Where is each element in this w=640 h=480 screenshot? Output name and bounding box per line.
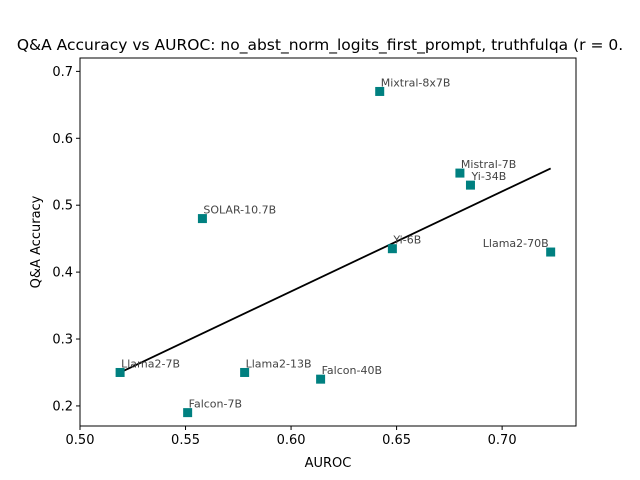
data-point-marker <box>546 247 556 257</box>
data-point-marker <box>197 214 207 224</box>
y-tick-label: 0.3 <box>52 333 73 348</box>
data-point-label: Yi-34B <box>470 170 506 183</box>
y-tick-label: 0.2 <box>52 399 73 414</box>
data-point-label: SOLAR-10.7B <box>203 204 276 217</box>
y-tick-label: 0.4 <box>52 266 73 281</box>
data-point-marker <box>240 367 250 377</box>
data-point-marker <box>375 86 385 96</box>
data-point-label: Llama2-7B <box>121 357 180 370</box>
data-point-marker <box>316 374 326 384</box>
y-axis-ticks: 0.2 0.3 0.4 0.5 0.6 0.7 <box>52 65 80 414</box>
chart-title: Q&A Accuracy vs AUROC: no_abst_norm_logi… <box>17 36 623 55</box>
data-point-label: Llama2-70B <box>483 237 549 250</box>
data-point-label: Mixtral-8x7B <box>381 76 451 89</box>
data-point-label: Falcon-7B <box>189 398 242 411</box>
y-axis-label: Q&A Accuracy <box>29 195 44 288</box>
x-tick-label: 0.65 <box>382 433 411 448</box>
trend-line <box>119 167 552 374</box>
data-point-label: Yi-6B <box>392 234 421 247</box>
x-tick-label: 0.60 <box>277 433 306 448</box>
x-tick-label: 0.50 <box>66 433 95 448</box>
data-point-label: Falcon-40B <box>322 364 382 377</box>
x-tick-label: 0.55 <box>171 433 200 448</box>
data-point-label: Llama2-13B <box>246 357 312 370</box>
x-axis-ticks: 0.50 0.55 0.60 0.65 0.70 <box>66 426 517 448</box>
data-point-marker <box>183 408 193 418</box>
data-point-marker <box>387 244 397 254</box>
data-point-label: Mistral-7B <box>461 158 516 171</box>
data-point-marker <box>455 168 465 178</box>
plot-area <box>79 57 577 427</box>
y-tick-label: 0.7 <box>52 65 73 80</box>
data-point-marker <box>465 180 475 190</box>
y-tick-label: 0.6 <box>52 132 73 147</box>
x-tick-label: 0.70 <box>488 433 517 448</box>
x-axis-label: AUROC <box>305 456 352 471</box>
y-tick-label: 0.5 <box>52 199 73 214</box>
data-point-marker <box>115 367 125 377</box>
